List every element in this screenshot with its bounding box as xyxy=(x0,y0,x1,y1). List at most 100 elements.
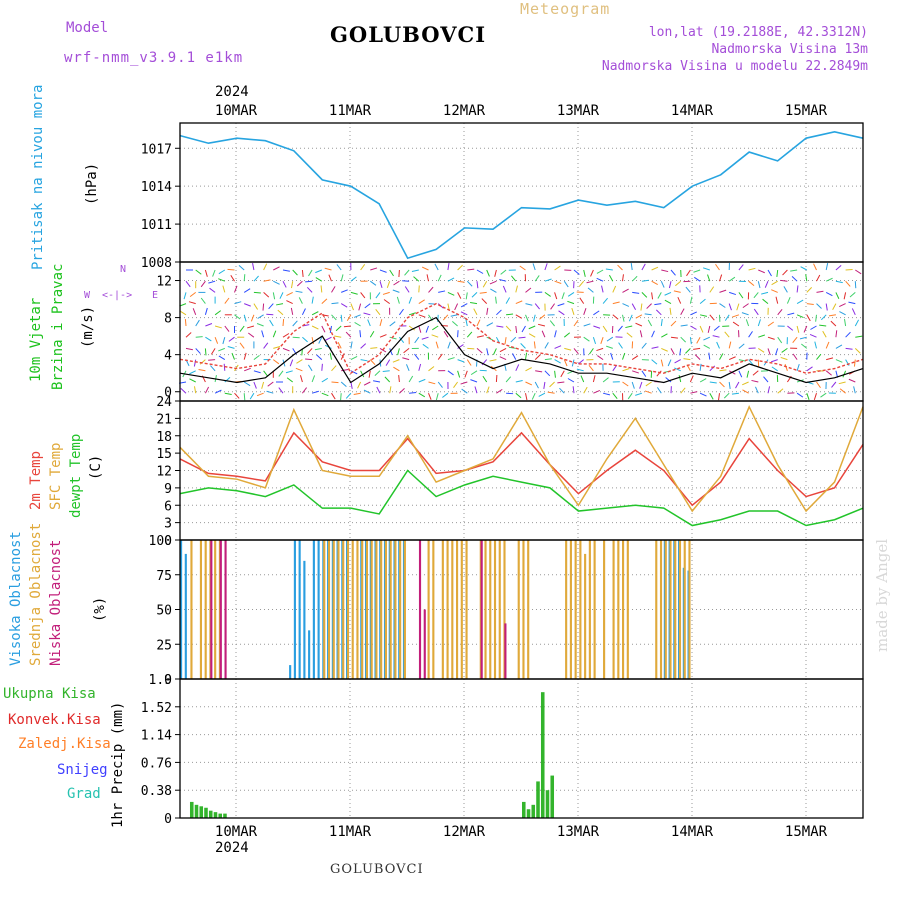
wind-arrow xyxy=(670,320,677,327)
wind-arrow xyxy=(331,302,339,305)
y-tick-label: 24 xyxy=(156,395,172,410)
wind-arrow xyxy=(306,286,313,293)
wind-arrow xyxy=(554,345,562,349)
wind-arrow xyxy=(399,388,405,394)
wind-arrow xyxy=(481,298,488,304)
wind-arrow xyxy=(851,308,856,316)
wind-arrow xyxy=(781,347,788,353)
wind-arrow xyxy=(731,392,739,395)
wind-arrow xyxy=(183,292,187,300)
wind-arrow xyxy=(762,298,769,304)
wind-arrow xyxy=(757,281,761,289)
wind-arrow xyxy=(262,303,265,311)
cloud-low-bar xyxy=(224,540,227,679)
wind-arrow xyxy=(368,370,371,378)
wind-arrow xyxy=(253,354,260,360)
wind-arrow xyxy=(486,307,489,315)
wind-arrow xyxy=(289,359,294,367)
wind-arrow xyxy=(316,354,323,360)
wind-arrow xyxy=(311,337,314,345)
cloud-low-bar xyxy=(423,609,426,679)
wind-arrow xyxy=(208,280,216,284)
wind-arrow xyxy=(806,287,813,293)
wind-arrow xyxy=(282,347,290,352)
wind-arrow xyxy=(767,321,775,327)
wind-arrow xyxy=(796,392,804,398)
wind-arrow xyxy=(222,285,226,293)
wind-arrow xyxy=(583,269,586,277)
wind-arrow xyxy=(753,308,759,316)
wind-arrow xyxy=(379,334,387,338)
precip-total-bar xyxy=(199,806,204,818)
y-tick-label: 100 xyxy=(149,534,172,549)
wind-arrow xyxy=(724,331,730,338)
wind-arrow xyxy=(855,335,863,338)
wind-arrow xyxy=(311,325,319,330)
wind-arrow xyxy=(457,370,461,378)
wind-arrow xyxy=(243,274,246,282)
wind-arrow xyxy=(728,356,736,361)
wind-arrow xyxy=(224,297,230,304)
wind-arrow xyxy=(814,341,817,349)
wind-arrow xyxy=(689,296,693,304)
wind-arrow xyxy=(496,388,503,394)
wind-arrow xyxy=(622,314,625,322)
wind-arrow xyxy=(543,381,546,389)
wind-arrow xyxy=(560,370,565,378)
wind-arrow xyxy=(699,363,702,371)
wind-arrow xyxy=(535,370,543,373)
pressure-series-line xyxy=(179,131,864,260)
wind-arrow xyxy=(693,269,701,273)
wind-arrow xyxy=(707,325,711,333)
wind-arrow xyxy=(580,375,585,383)
wind-arrow xyxy=(813,263,817,271)
y-tick-label: 75 xyxy=(156,569,172,584)
wind-arrow xyxy=(321,298,328,304)
cloud-high-bar xyxy=(298,540,301,679)
cloud-high-bar xyxy=(308,630,311,679)
wind-arrow xyxy=(644,313,652,316)
panel-frame xyxy=(179,678,864,819)
wind-arrow xyxy=(845,347,853,350)
wind-arrow xyxy=(321,363,323,371)
precip-legend-snow: Snijeg xyxy=(57,762,108,778)
wind-arrow xyxy=(471,292,478,298)
cloud-mid-bar xyxy=(346,540,350,679)
wind-arrow xyxy=(208,359,216,361)
cloud-mid-bar xyxy=(493,540,497,679)
wind-arrow xyxy=(496,325,504,328)
compass-n: N xyxy=(120,264,126,275)
wind-arrow xyxy=(729,291,737,296)
wind-arrow xyxy=(193,386,197,394)
wind-arrow xyxy=(465,319,468,327)
wind-arrow xyxy=(738,292,744,299)
wind-arrow xyxy=(631,275,638,282)
wind-arrow xyxy=(467,268,475,271)
wind-arrow xyxy=(832,303,837,311)
wind-arrow xyxy=(825,341,830,349)
wind-arrow xyxy=(292,269,298,276)
wind-arrow xyxy=(296,359,303,364)
wind-arrow xyxy=(518,336,526,339)
cloud-low-bar xyxy=(210,540,213,679)
wind-arrow xyxy=(392,359,400,363)
wind-arrow xyxy=(525,367,532,372)
wind-arrow xyxy=(214,310,221,316)
wind-arrow xyxy=(640,303,643,311)
wind-arrow xyxy=(315,269,322,274)
wind-arrow xyxy=(447,341,451,349)
wind-arrow xyxy=(719,303,726,308)
wind-arrow xyxy=(792,336,798,343)
y-tick-label: 4 xyxy=(164,349,172,364)
wind-arrow xyxy=(450,314,458,317)
wind-arrow xyxy=(656,370,662,377)
wind-arrow xyxy=(442,392,449,398)
wind-arrow xyxy=(547,391,555,394)
cloud-mid-bar xyxy=(342,540,345,679)
wind-arrow xyxy=(224,325,230,332)
wind-arrow xyxy=(350,341,353,349)
wind-arrow xyxy=(596,347,604,352)
cloud-mid-bar xyxy=(399,540,402,679)
wind-arrow xyxy=(844,319,847,327)
wind-arrow xyxy=(382,291,390,295)
